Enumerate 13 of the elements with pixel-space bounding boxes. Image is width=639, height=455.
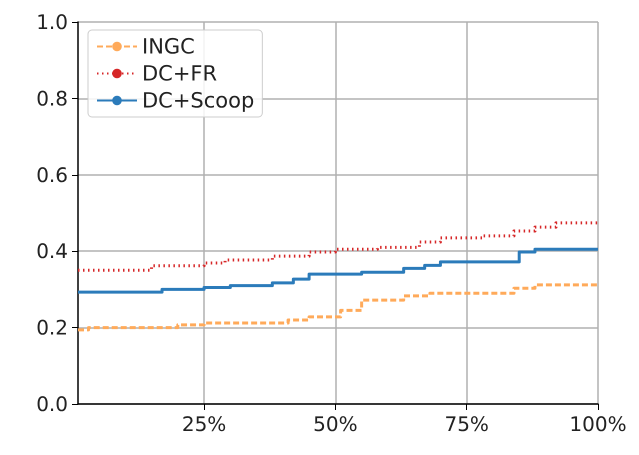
y-tick-label: 0.0: [36, 392, 68, 416]
y-tick-label: 1.0: [36, 10, 68, 34]
legend-label: DC+Scoop: [142, 88, 254, 112]
legend-label: INGC: [142, 34, 195, 58]
y-tick-label: 0.6: [36, 162, 68, 187]
legend-label: DC+FR: [142, 62, 218, 86]
x-tick-label: 75%: [444, 412, 489, 436]
x-tick-label: 25%: [182, 412, 226, 436]
y-tick-label: 0.4: [36, 239, 68, 264]
y-tick-label: 0.8: [36, 86, 68, 110]
x-tick-label: 50%: [313, 412, 358, 436]
y-tick-label: 0.2: [36, 316, 68, 340]
x-tick-label: 100%: [569, 412, 627, 436]
